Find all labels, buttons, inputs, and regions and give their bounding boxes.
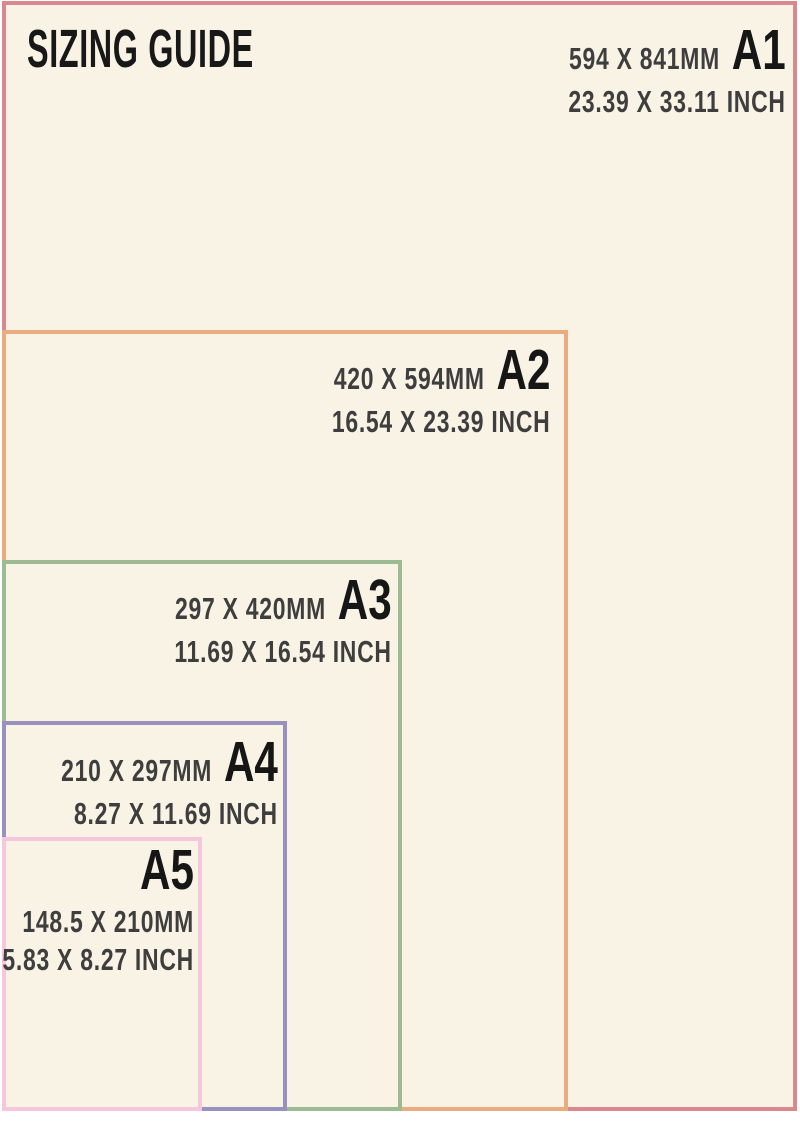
inch-dimensions-a3: 11.69 X 16.54 INCH xyxy=(174,634,392,669)
size-label-block-a1: 594 X 841MM A1 23.39 X 33.11 INCH xyxy=(569,22,786,118)
size-row-a4: 210 X 297MM A4 xyxy=(61,734,278,791)
page-title: SIZING GUIDE xyxy=(27,19,254,79)
inch-dimensions-a4: 8.27 X 11.69 INCH xyxy=(74,796,278,831)
inch-row-a2: 16.54 X 23.39 INCH xyxy=(331,406,550,437)
mm-dimensions-a3: 297 X 420MM xyxy=(175,591,327,626)
inch-row-a3: 11.69 X 16.54 INCH xyxy=(175,636,392,667)
inch-dimensions-a5: 5.83 X 8.27 INCH xyxy=(2,942,194,977)
size-name-a3: A3 xyxy=(338,568,392,632)
size-label-block-a5: A5 148.5 X 210MM 5.83 X 8.27 INCH xyxy=(2,842,194,976)
size-name-a2: A2 xyxy=(496,338,550,402)
mm-dimensions-a5: 148.5 X 210MM xyxy=(22,904,194,939)
inch-dimensions-a1: 23.39 X 33.11 INCH xyxy=(568,84,786,119)
size-name-a5: A5 xyxy=(140,838,194,902)
size-label-block-a4: 210 X 297MM A4 8.27 X 11.69 INCH xyxy=(61,734,278,830)
size-row-a1: 594 X 841MM A1 xyxy=(569,22,786,79)
size-outline-a5 xyxy=(2,837,202,1111)
size-row-a2: 420 X 594MM A2 xyxy=(331,342,550,399)
size-name-a4: A4 xyxy=(224,730,278,794)
size-label-block-a3: 297 X 420MM A3 11.69 X 16.54 INCH xyxy=(175,572,392,668)
mm-row-a5: 148.5 X 210MM xyxy=(2,906,194,937)
inch-dimensions-a2: 16.54 X 23.39 INCH xyxy=(331,404,550,439)
mm-dimensions-a2: 420 X 594MM xyxy=(333,361,485,396)
size-row-a5: A5 xyxy=(2,842,194,899)
size-row-a3: 297 X 420MM A3 xyxy=(175,572,392,629)
inch-row-a5: 5.83 X 8.27 INCH xyxy=(2,944,194,975)
mm-dimensions-a1: 594 X 841MM xyxy=(569,41,721,76)
mm-dimensions-a4: 210 X 297MM xyxy=(61,753,213,788)
size-name-a1: A1 xyxy=(732,18,786,82)
size-label-block-a2: 420 X 594MM A2 16.54 X 23.39 INCH xyxy=(331,342,550,438)
inch-row-a1: 23.39 X 33.11 INCH xyxy=(569,86,786,117)
inch-row-a4: 8.27 X 11.69 INCH xyxy=(61,798,278,829)
